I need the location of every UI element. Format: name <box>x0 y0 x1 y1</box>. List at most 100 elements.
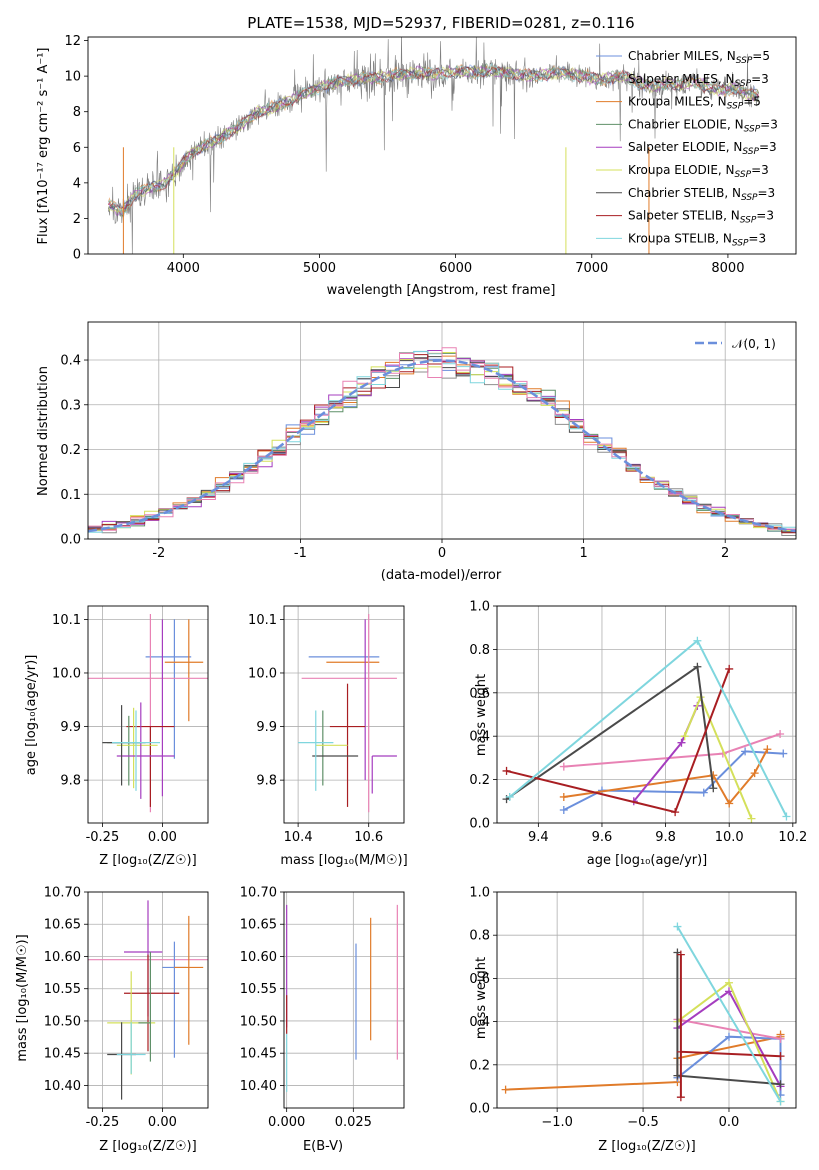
spectrum-xtick-label: 8000 <box>711 261 744 276</box>
spectrum-legend-count: =3 <box>748 231 766 245</box>
wAge-ytick-label: 0.4 <box>469 730 490 745</box>
wAge-ylabel: mass weight <box>474 674 489 756</box>
spectrum-xtick-label: 4000 <box>167 261 200 276</box>
wAge-marker <box>671 808 680 817</box>
wAge-axes: 9.4 9.6 9.8 10.0 10.2 0.0 0.2 0.4 0.6 0.8 1.0 <box>469 600 807 846</box>
spectrum-legend-label: Salpeter MILES, NSSP=3 <box>628 72 769 89</box>
spectrum-legend-label: Salpeter STELIB, NSSP=3 <box>628 209 774 226</box>
ageM-ytick-label: 9.8 <box>256 774 277 789</box>
spectrum-model-line <box>108 64 760 216</box>
mE-ytick-label: 10.50 <box>240 1014 277 1029</box>
wAge-marker <box>750 769 759 778</box>
ageZ-xtick-label: -0.25 <box>86 830 120 845</box>
residuals-content <box>88 347 796 536</box>
wAge-ytick-label: 0.8 <box>469 643 490 658</box>
ageM-axes: 10.4 10.6 9.8 9.9 10.0 10.1 <box>248 606 404 845</box>
ageZ-content <box>88 614 208 813</box>
residuals-ylabel: Normed distribution <box>36 366 51 496</box>
spectrum-ytick-label: 10 <box>64 70 81 85</box>
mE-axes: 0.000 0.025 10.40 10.45 10.50 10.55 10.60 10.65… <box>240 886 404 1130</box>
ageM-frame <box>283 605 405 824</box>
wAge-ytick-label: 0.0 <box>469 817 490 832</box>
spectrum-legend-label: Kroupa MILES, NSSP=5 <box>628 95 761 112</box>
residuals-xtick-label: -2 <box>152 546 165 561</box>
wZ-ylabel: mass weight <box>474 957 489 1039</box>
wZ-marker <box>776 1034 785 1043</box>
spectrum-model-line <box>108 63 760 210</box>
spectrum-legend-count: =5 <box>752 49 770 63</box>
wZ-marker <box>673 922 682 931</box>
mE-frame <box>283 891 405 1109</box>
mE-ytick-label: 10.55 <box>240 982 277 997</box>
ageZ-ytick-label: 10.1 <box>52 613 81 628</box>
spectrum-xtick-label: 7000 <box>575 261 608 276</box>
wZ-marker <box>724 987 733 996</box>
mE-ytick-label: 10.70 <box>240 886 277 901</box>
wZ-marker <box>501 1085 510 1094</box>
wAge-marker <box>725 799 734 808</box>
wZ-marker <box>676 950 685 959</box>
wZ-marker <box>724 978 733 987</box>
wZ-marker <box>776 1052 785 1061</box>
spectrum-xtick-label: 6000 <box>439 261 472 276</box>
wAge-marker <box>505 792 514 801</box>
wZ-ytick-label: 0.8 <box>469 929 490 944</box>
wAge-marker <box>559 792 568 801</box>
wZ-marker <box>676 1047 685 1056</box>
spectrum-legend-subscript: SSP <box>741 193 758 203</box>
spectrum-legend-count: =3 <box>751 72 769 86</box>
residuals-ytick-label: 0.0 <box>60 533 81 548</box>
residuals-xtick-label: 1 <box>579 546 587 561</box>
spectrum-legend-count: =3 <box>759 140 777 154</box>
mE-ytick-label: 10.40 <box>240 1079 277 1094</box>
residuals-ytick-label: 0.4 <box>60 354 81 369</box>
wZ-marker <box>724 1032 733 1041</box>
mE-xtick-label: 0.000 <box>268 1115 305 1130</box>
wZ-ytick-label: 0.6 <box>469 972 490 987</box>
wAge-ytick-label: 0.6 <box>469 686 490 701</box>
wAge-marker <box>782 812 791 821</box>
wAge-marker <box>693 662 702 671</box>
spectrum-ytick-label: 2 <box>73 212 81 227</box>
mZ-ytick-label: 10.70 <box>44 886 81 901</box>
mZ-ytick-label: 10.40 <box>44 1079 81 1094</box>
wAge-marker <box>502 766 511 775</box>
mZ-xtick-label: -0.25 <box>86 1115 120 1130</box>
mZ-axes: -0.25 0.00 10.40 10.45 10.50 10.55 10.60 10.65 1… <box>44 886 208 1130</box>
wZ-xtick-label: 0.0 <box>719 1115 740 1130</box>
spectrum-content <box>107 37 760 254</box>
spectrum-legend-count: =3 <box>760 117 778 131</box>
spectrum-xtick-label: 5000 <box>303 261 336 276</box>
mE-content <box>286 904 398 1092</box>
wAge-xtick-label: 9.8 <box>655 830 676 845</box>
wZ-xtick-label: −1.0 <box>541 1115 573 1130</box>
ageM-content <box>298 614 397 813</box>
wAge-ytick-label: 1.0 <box>469 600 490 615</box>
spectrum-legend-subscript: SSP <box>735 79 752 89</box>
residuals-xtick-label: 0 <box>438 546 446 561</box>
residuals-xtick-label: -1 <box>294 546 307 561</box>
ageM-xlabel: mass [log₁₀(M/M☉)] <box>280 853 407 868</box>
spectrum-legend-label: Chabrier ELODIE, NSSP=3 <box>628 117 778 134</box>
wAge-xlabel: age [log₁₀(age/yr)] <box>587 853 708 868</box>
ageZ-ytick-label: 9.8 <box>60 774 81 789</box>
residuals-ytick-label: 0.2 <box>60 443 81 458</box>
spectrum-legend-subscript: SSP <box>742 147 759 157</box>
mZ-xtick-label: 0.00 <box>148 1115 177 1130</box>
wAge-marker <box>776 730 785 739</box>
wZ-ytick-label: 0.4 <box>469 1015 490 1030</box>
residuals-frame <box>87 321 797 540</box>
spectrum-legend-label: Chabrier STELIB, NSSP=3 <box>628 186 775 203</box>
spectrum-title: PLATE=1538, MJD=52937, FIBERID=0281, z=0… <box>247 14 634 32</box>
spectrum-ytick-label: 0 <box>73 248 81 263</box>
wZ-marker <box>776 1097 785 1106</box>
wAge-marker <box>741 747 750 756</box>
wAge-content <box>502 636 791 823</box>
spectrum-ytick-label: 6 <box>73 141 81 156</box>
wZ-frame <box>496 891 797 1109</box>
spectrum-ylabel: Flux [fλ10⁻¹⁷ erg cm⁻² s⁻¹ A⁻¹] <box>36 48 51 245</box>
mZ-xlabel: Z [log₁₀(Z/Z☉)] <box>99 1139 196 1154</box>
spectrum-legend-count: =3 <box>751 163 769 177</box>
spectrum-legend-count: =3 <box>758 186 776 200</box>
